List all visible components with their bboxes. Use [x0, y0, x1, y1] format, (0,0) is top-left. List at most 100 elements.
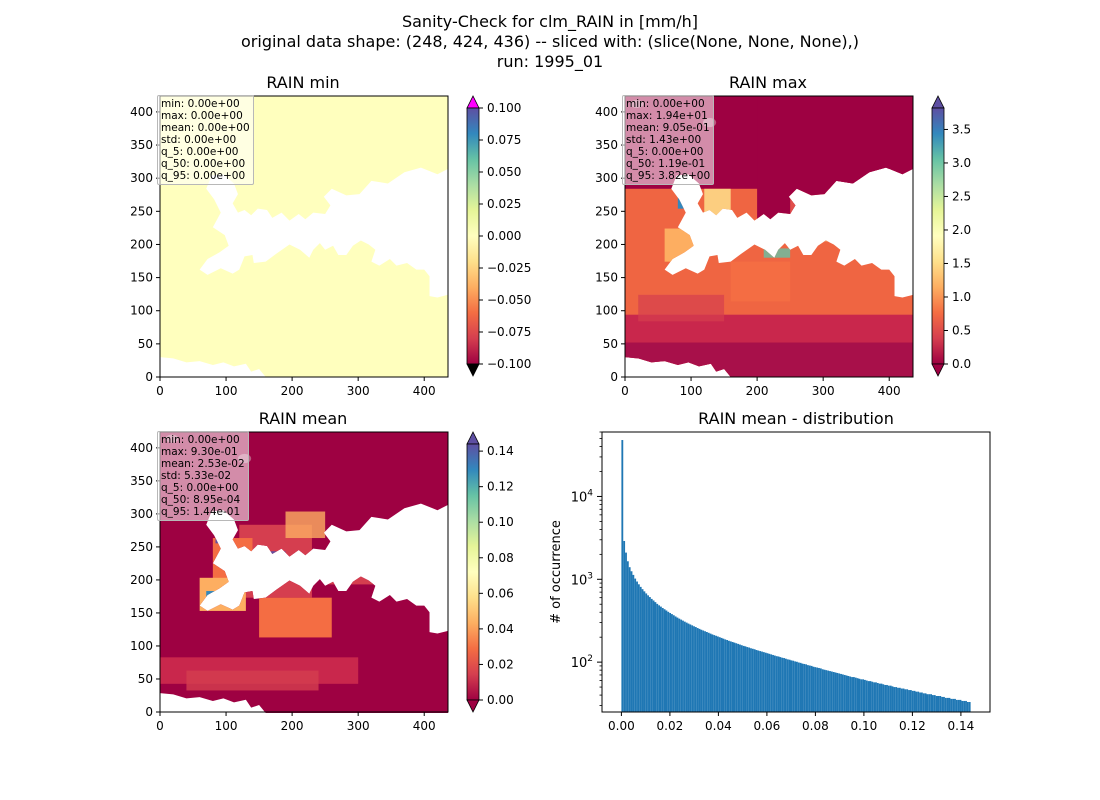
histogram-bar — [887, 685, 890, 712]
colorbar-over-arrow-min — [466, 95, 480, 109]
histogram-bar — [852, 677, 855, 712]
histogram-bar — [772, 654, 774, 712]
histogram-bar — [648, 597, 651, 712]
panel-title-rain-max: RAIN max — [729, 73, 807, 92]
colorbar-under-arrow-mean — [466, 699, 480, 713]
axes-frame-mean — [159, 431, 449, 713]
y-tick-label: 350 — [595, 138, 618, 152]
histogram-bar — [626, 561, 629, 712]
histogram-bar — [659, 606, 662, 712]
colorbar-tick-label: −0.100 — [487, 357, 531, 371]
histogram-bar — [875, 682, 877, 712]
histogram-bar — [886, 684, 888, 712]
histogram-bar — [672, 615, 675, 712]
histogram-bar — [913, 690, 916, 712]
axes-frame-min — [159, 95, 449, 378]
colorbar-ticks-min: 0.100 0.075 0.050 0.025 0.000 −0.025 −0.050 −0.… — [479, 101, 531, 371]
x-tick-label: 0.12 — [899, 719, 926, 733]
histogram-bar — [733, 642, 736, 712]
x-tick-label: 300 — [347, 719, 370, 733]
histogram-bar — [753, 649, 756, 712]
x-axis-mean: 0 100 200 300 400 — [156, 712, 436, 733]
histogram-bar — [647, 595, 649, 712]
stat-max: max: 9.30e-01 — [161, 446, 238, 458]
x-tick-label: 0.08 — [802, 719, 829, 733]
histogram-bar — [891, 686, 894, 712]
stats-box-max: min: 0.00e+00 max: 1.94e+01 mean: 9.05e-… — [622, 95, 715, 185]
x-tick-label: 0 — [156, 384, 164, 398]
colorbar-min: 0.100 0.075 0.050 0.025 0.000 −0.025 −0.050 −0.… — [466, 95, 531, 377]
stat-q50: q_50: 8.95e-04 — [161, 494, 241, 506]
colorbar-gradient-max — [932, 108, 944, 364]
histogram-bar — [729, 641, 732, 712]
histogram-bar — [625, 552, 627, 712]
stat-std: std: 0.00e+00 — [161, 134, 237, 146]
colorbar-tick-label: 0.00 — [487, 693, 514, 707]
x-tick-label: 0 — [621, 384, 629, 398]
colorbar-mean: 0.14 0.12 0.10 0.08 0.06 0.04 0.02 0.00 — [466, 431, 514, 713]
histogram-bar — [742, 645, 745, 712]
colorbar-tick-label: −0.050 — [487, 293, 531, 307]
histogram-bar — [740, 645, 743, 712]
histogram-bar — [711, 634, 714, 712]
y-tick-label: 50 — [138, 672, 153, 686]
y-tick-label: 250 — [130, 204, 153, 218]
colorbar-gradient-min — [467, 108, 479, 364]
histogram-bar — [867, 681, 870, 712]
histogram-bar — [715, 635, 717, 712]
histogram-bar — [739, 644, 741, 712]
histogram-bar — [849, 676, 852, 712]
histogram-bar — [764, 652, 767, 712]
histogram-bar — [941, 696, 944, 712]
histogram-bar — [744, 646, 747, 712]
histogram-bar — [827, 670, 830, 712]
histogram-bar — [963, 700, 966, 712]
colorbar-tick-label: 0.02 — [487, 657, 514, 671]
colorbar-tick-label: 2.5 — [952, 189, 971, 203]
histogram-bar — [814, 667, 817, 712]
y-tick-label: 250 — [595, 204, 618, 218]
colorbar-tick-label: 0.10 — [487, 515, 514, 529]
histogram-bar — [702, 630, 705, 712]
stats-box-mean: min: 0.00e+00 max: 9.30e-01 mean: 2.53e-… — [157, 431, 249, 521]
histogram-bar — [911, 690, 914, 712]
x-tick-label: 200 — [746, 384, 769, 398]
y-tick-label: 104 — [571, 488, 594, 505]
histogram-bar — [937, 696, 940, 712]
histogram-bar — [952, 698, 955, 712]
stats-box-min: min: 0.00e+00 max: 0.00e+00 mean: 0.00e+… — [157, 95, 254, 185]
histogram-bar — [797, 662, 800, 712]
stat-std: std: 5.33e-02 — [161, 470, 232, 482]
y-tick-label: 350 — [130, 138, 153, 152]
histogram-bar — [819, 668, 822, 712]
y-tick-label: 0 — [610, 370, 618, 384]
histogram-bar — [904, 689, 907, 712]
histogram-bar — [838, 673, 841, 712]
histogram-bar — [799, 662, 802, 712]
stat-q95: q_95: 3.82e+00 — [626, 170, 711, 182]
histogram-bar — [917, 691, 920, 712]
y-tick-label: 0 — [145, 370, 153, 384]
colorbar-tick-label: 0.075 — [487, 133, 521, 147]
colorbar-tick-label: 0.0 — [952, 357, 971, 371]
histogram-bar — [628, 567, 631, 712]
y-axis-max: 0 50 100 150 200 250 300 350 400 — [595, 105, 625, 384]
histogram-bar — [818, 667, 820, 712]
stat-mean: mean: 9.05e-01 — [626, 122, 710, 134]
histogram-bar — [954, 698, 956, 712]
histogram-bar — [777, 656, 780, 712]
histogram-bar — [821, 669, 824, 712]
histogram-bar — [895, 687, 898, 712]
stat-min: min: 0.00e+00 — [161, 98, 240, 110]
panel-title-distribution: RAIN mean - distribution — [698, 409, 894, 428]
colorbar-gradient-mean — [467, 444, 479, 700]
histogram-bar — [713, 635, 716, 712]
histogram-bar — [792, 660, 795, 712]
histogram-bar — [864, 679, 866, 712]
histogram-bar — [812, 666, 815, 712]
histogram-bar — [836, 672, 839, 712]
histogram-bar — [882, 684, 885, 712]
histogram-bar — [898, 687, 901, 712]
histogram-bar — [724, 639, 727, 712]
